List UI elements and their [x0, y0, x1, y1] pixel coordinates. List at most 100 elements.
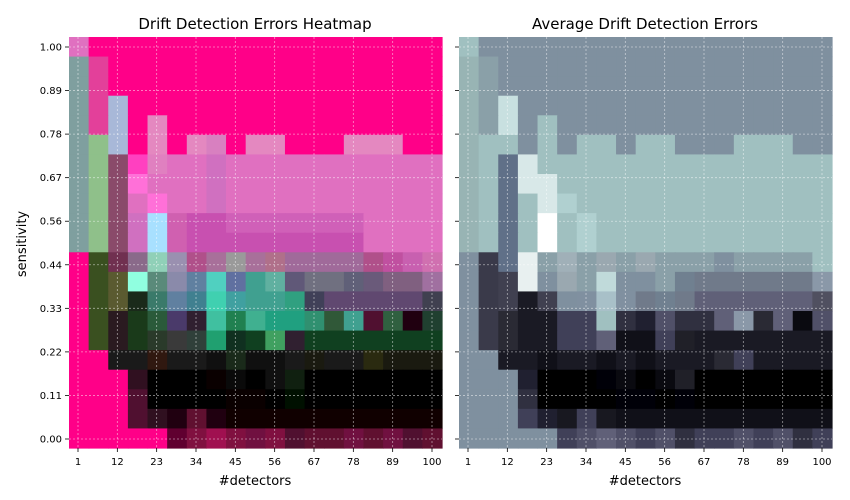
heatmap-cell: [753, 389, 774, 410]
heatmap-cell: [753, 428, 774, 449]
heatmap-cell: [383, 193, 404, 214]
heatmap-cell: [245, 271, 266, 293]
left-y-ticks: 1.00 0.89 0.78 0.67 0.56 0.44 0.33 0.22 0.11 0.00: [40, 43, 69, 446]
y-tick-label: 0.11: [40, 391, 62, 402]
heatmap-cell: [694, 330, 715, 351]
heatmap-cell: [792, 76, 813, 97]
heatmap-cell: [596, 252, 617, 273]
heatmap-cell: [753, 174, 774, 195]
heatmap-cell: [616, 115, 637, 136]
heatmap-cell: [167, 154, 188, 175]
heatmap-cell: [635, 428, 656, 449]
heatmap-cell: [576, 213, 598, 234]
heatmap-cell: [792, 291, 813, 312]
heatmap-cell: [127, 213, 149, 234]
heatmap-cell: [459, 37, 480, 58]
heatmap-cell: [674, 76, 696, 97]
heatmap-cell: [635, 252, 656, 273]
x-tick-label: 12: [111, 457, 124, 468]
heatmap-cell: [69, 369, 90, 390]
heatmap-cell: [343, 408, 365, 430]
heatmap-cell: [265, 369, 286, 390]
heatmap-cell: [655, 174, 676, 195]
heatmap-cell: [616, 389, 637, 410]
heatmap-cell: [773, 330, 794, 351]
heatmap-cell: [517, 193, 539, 214]
x-tick-label: 56: [268, 457, 281, 468]
heatmap-cell: [616, 56, 637, 77]
heatmap-cell: [674, 232, 696, 253]
heatmap-cell: [304, 389, 325, 410]
heatmap-cell: [245, 232, 266, 253]
heatmap-cell: [635, 37, 656, 58]
heatmap-cell: [402, 134, 423, 156]
heatmap-cell: [773, 232, 794, 253]
heatmap-cell: [265, 232, 286, 253]
heatmap-cell: [69, 193, 90, 214]
heatmap-cell: [304, 252, 325, 273]
heatmap-cell: [635, 115, 656, 136]
heatmap-cell: [69, 95, 90, 116]
x-tick-label: 56: [658, 457, 671, 468]
heatmap-cell: [186, 389, 208, 410]
heatmap-cell: [88, 154, 109, 175]
heatmap-cell: [694, 154, 715, 175]
heatmap-cell: [616, 330, 637, 351]
heatmap-cell: [186, 76, 208, 97]
heatmap-cell: [557, 428, 578, 449]
heatmap-cell: [517, 350, 539, 371]
heatmap-cell: [265, 193, 286, 214]
heatmap-cell: [537, 330, 558, 351]
x-tick-label: 23: [150, 457, 163, 468]
heatmap-cell: [186, 232, 208, 253]
heatmap-cell: [498, 330, 519, 351]
heatmap-cell: [422, 252, 443, 273]
heatmap-cell: [343, 271, 365, 293]
heatmap-cell: [773, 428, 794, 449]
heatmap-cell: [792, 174, 813, 195]
heatmap-cell: [537, 369, 558, 390]
heatmap-cell: [383, 330, 404, 351]
heatmap-cell: [206, 389, 227, 410]
heatmap-cell: [324, 330, 345, 351]
heatmap-cell: [792, 389, 813, 410]
heatmap-cell: [88, 213, 109, 234]
heatmap-cell: [108, 271, 129, 293]
heatmap-cell: [304, 311, 325, 332]
heatmap-cell: [127, 232, 149, 253]
heatmap-cell: [674, 330, 696, 351]
heatmap-cell: [265, 389, 286, 410]
right-chart-title: Average Drift Detection Errors: [532, 15, 758, 33]
heatmap-cell: [343, 232, 365, 253]
heatmap-cell: [147, 330, 168, 351]
heatmap-cell: [245, 369, 266, 390]
heatmap-cell: [596, 369, 617, 390]
heatmap-cell: [753, 95, 774, 116]
heatmap-cell: [733, 56, 755, 77]
heatmap-cell: [363, 330, 384, 351]
heatmap-cell: [402, 56, 423, 77]
heatmap-cell: [635, 408, 656, 430]
heatmap-cell: [147, 350, 168, 371]
heatmap-cell: [714, 389, 735, 410]
heatmap-cell: [167, 271, 188, 293]
heatmap-cell: [773, 115, 794, 136]
heatmap-cell: [245, 252, 266, 273]
heatmap-cell: [127, 408, 149, 430]
heatmap-cell: [324, 252, 345, 273]
heatmap-cell: [674, 291, 696, 312]
heatmap-cell: [576, 76, 598, 97]
heatmap-cell: [304, 115, 325, 136]
right-heatmap-cells: [459, 37, 833, 449]
heatmap-cell: [459, 193, 480, 214]
heatmap-cell: [537, 350, 558, 371]
y-tick-label: 0.67: [40, 173, 62, 184]
heatmap-cell: [714, 369, 735, 390]
heatmap-cell: [304, 154, 325, 175]
heatmap-cell: [108, 311, 129, 332]
heatmap-cell: [363, 154, 384, 175]
right-x-ticks: 1 12 23 34 45 56 67 78 89 100: [465, 448, 832, 468]
heatmap-cell: [537, 154, 558, 175]
heatmap-cell: [537, 56, 558, 77]
heatmap-cell: [714, 252, 735, 273]
